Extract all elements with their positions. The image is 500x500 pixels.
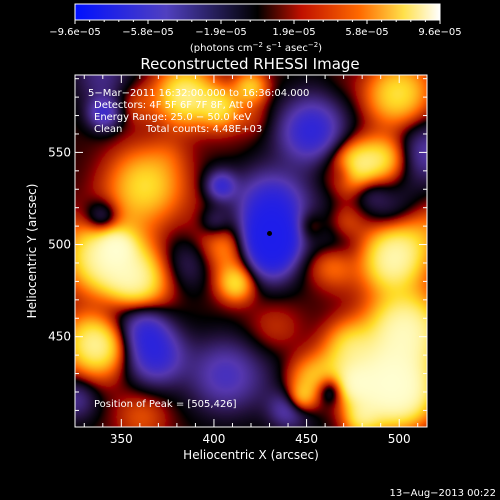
colorbar-tick-label: −1.9e−05 bbox=[195, 27, 247, 38]
heatmap-image bbox=[75, 75, 427, 427]
colorbar-tick-label: 5.8e−05 bbox=[345, 27, 388, 38]
y-tick-label: 550 bbox=[48, 145, 71, 159]
x-tick-label: 350 bbox=[110, 432, 133, 446]
annotation-detectors: Detectors: 4F 5F 6F 7F 8F, Att 0 bbox=[94, 100, 253, 111]
x-tick-label: 450 bbox=[295, 432, 318, 446]
annotation-peak: Position of Peak = [505,426] bbox=[94, 399, 237, 410]
colorbar-tick-label: 9.6e−05 bbox=[418, 27, 461, 38]
x-tick-label: 500 bbox=[388, 432, 411, 446]
x-tick-label: 400 bbox=[202, 432, 225, 446]
annotation-time: 5−Mar−2011 16:32:00.000 to 16:36:04.000 bbox=[88, 88, 309, 99]
x-axis-label: Heliocentric X (arcsec) bbox=[183, 448, 319, 462]
peak-marker bbox=[267, 230, 273, 236]
colorbar-tick-label: −5.8e−05 bbox=[122, 27, 174, 38]
annotation-clean: Clean bbox=[94, 124, 122, 135]
y-axis-label: Heliocentric Y (arcsec) bbox=[25, 184, 39, 319]
y-axis: 450 500 550 bbox=[48, 78, 427, 411]
annotation-energy: Energy Range: 25.0 − 50.0 keV bbox=[94, 112, 251, 123]
x-axis: 350 400 450 500 bbox=[83, 75, 419, 446]
annotation-counts: Total counts: 4.48E+03 bbox=[145, 124, 262, 135]
annotation-block: 5−Mar−2011 16:32:00.000 to 16:36:04.000 … bbox=[88, 88, 309, 410]
footer-timestamp: 13−Aug−2013 00:22 bbox=[390, 488, 496, 499]
y-tick-label: 500 bbox=[48, 238, 71, 252]
colorbar-tick-label: −9.6e−05 bbox=[49, 27, 101, 38]
colorbar-tick-label: 1.9e−05 bbox=[272, 27, 315, 38]
colorbar-ticks: −9.6e−05 −5.8e−05 −1.9e−05 1.9e−05 5.8e−05 9.… bbox=[49, 20, 462, 38]
colorbar bbox=[74, 3, 441, 21]
y-tick-label: 450 bbox=[48, 330, 71, 344]
chart-title: Reconstructed RHESSI Image bbox=[140, 55, 359, 73]
colorbar-units: (photons cm−2 s−1 asec−2) bbox=[190, 41, 322, 54]
